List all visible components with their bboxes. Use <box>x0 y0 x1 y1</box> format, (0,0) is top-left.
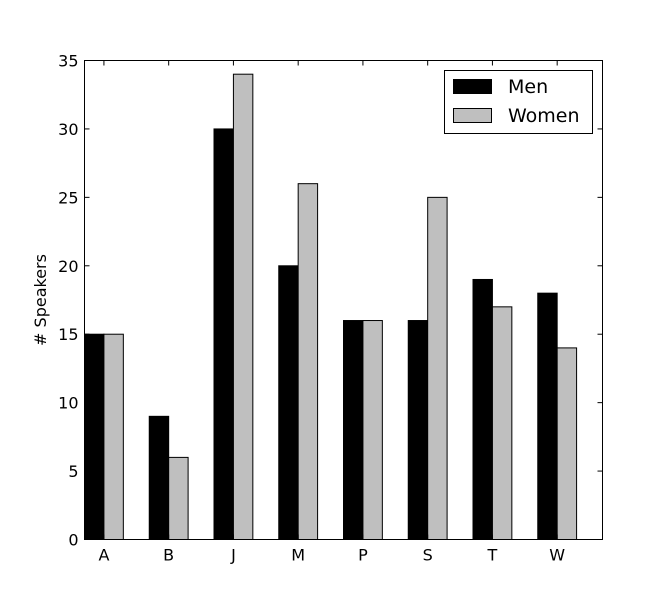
plot-frame <box>84 60 603 540</box>
bar-women-j <box>232 73 254 540</box>
y-tick-label: 25 <box>58 188 78 207</box>
y-tick-label: 5 <box>68 462 78 481</box>
x-tick-label: A <box>98 546 109 565</box>
bar-men-s <box>407 320 429 540</box>
bar-men-t <box>472 278 493 540</box>
y-tick-label: 10 <box>58 394 78 413</box>
bar-men-j <box>213 128 234 540</box>
bar-men-a <box>84 333 105 540</box>
bar-men-w <box>537 292 558 540</box>
x-tick-label: T <box>487 546 498 565</box>
bar-men-b <box>148 415 170 540</box>
bar-women-p <box>362 320 383 540</box>
x-tick-label: W <box>549 546 565 565</box>
bar-men-m <box>278 265 299 540</box>
legend: Men Women <box>444 70 593 134</box>
x-tick-label: B <box>163 546 174 565</box>
bar-women-w <box>556 347 578 540</box>
x-tick-label: J <box>230 546 236 565</box>
legend-swatch-women <box>453 108 492 123</box>
y-tick-label: 15 <box>58 325 78 344</box>
y-axis-title: # Speakers <box>31 254 50 346</box>
y-tick-label: 35 <box>58 52 78 71</box>
bar-men-p <box>343 320 364 540</box>
bar-women-a <box>103 333 124 540</box>
bar-women-s <box>427 196 448 541</box>
y-tick-label: 30 <box>58 120 78 139</box>
ticks-layer: 0 5 10 15 20 25 30 35 A B J M P S T W <box>58 52 603 565</box>
legend-swatch-men <box>453 79 492 94</box>
x-tick-label: S <box>423 546 433 565</box>
bar-women-b <box>168 456 189 541</box>
y-tick-label: 20 <box>58 257 78 276</box>
x-tick-label: M <box>291 546 305 565</box>
x-tick-label: P <box>358 546 368 565</box>
bar-women-m <box>297 183 319 540</box>
legend-label-women: Women <box>508 105 580 127</box>
bar-women-t <box>491 306 513 540</box>
y-tick-label: 0 <box>68 531 78 550</box>
legend-label-men: Men <box>508 76 548 98</box>
